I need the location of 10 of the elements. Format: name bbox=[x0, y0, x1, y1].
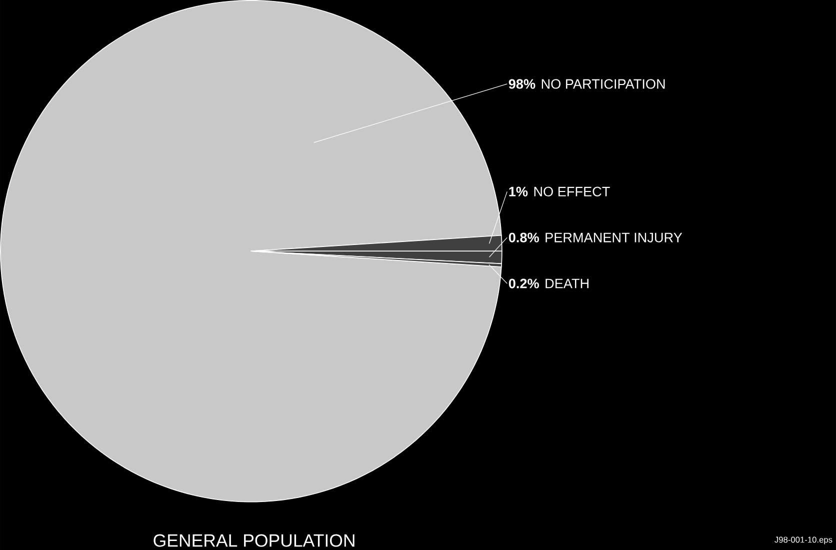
text: J98-001-10.eps bbox=[774, 536, 832, 544]
data-label: 0.2% bbox=[508, 278, 539, 288]
slice-label: DEATH bbox=[546, 278, 588, 288]
slice-label: PERMANENT INJURY bbox=[546, 232, 682, 242]
data-label: 1% bbox=[509, 186, 528, 196]
text: GENERAL POPULATION bbox=[154, 534, 354, 547]
slice-label: NO PARTICIPATION bbox=[542, 79, 665, 89]
data-label: 98% bbox=[508, 79, 536, 89]
data-label: 0.8% bbox=[508, 232, 539, 242]
slice-label: NO EFFECT bbox=[534, 186, 610, 196]
